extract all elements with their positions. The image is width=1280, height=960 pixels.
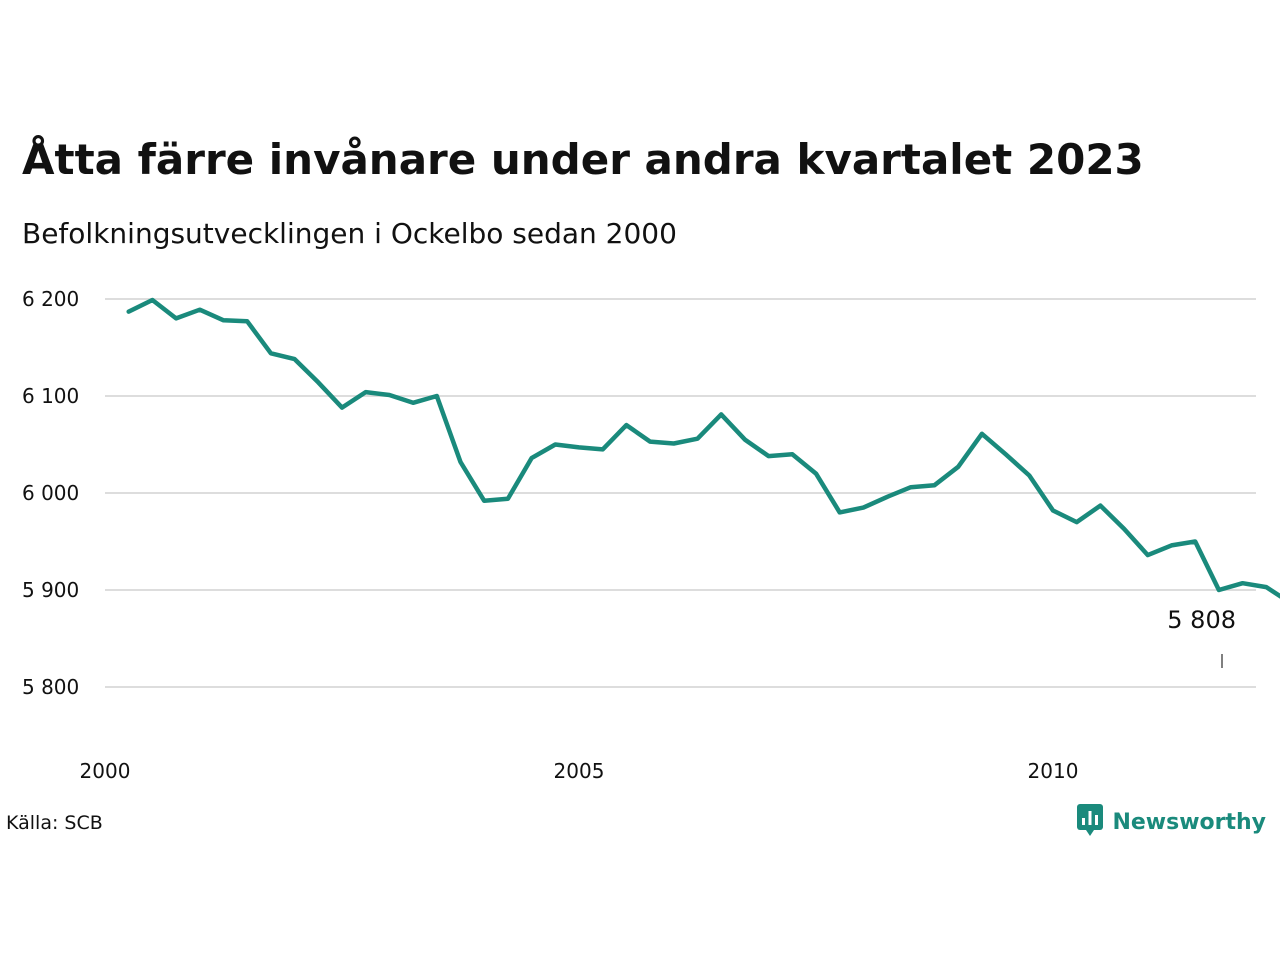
annotation-layer: 5 808 [1167,606,1236,668]
y-tick-label: 6 200 [22,287,79,311]
chart-subtitle: Befolkningsutvecklingen i Ockelbo sedan … [22,217,677,250]
y-tick-label: 5 800 [22,675,79,699]
y-tick-label: 6 100 [22,384,79,408]
x-axis-tick-labels: 20002005201020152020 [80,759,1079,783]
y-tick-label: 6 000 [22,481,79,505]
series-line [126,297,1280,599]
brand-name: Newsworthy [1112,809,1266,835]
series-layer [126,297,1280,599]
x-tick-label: 2000 [80,759,131,783]
x-tick-label: 2010 [1028,759,1079,783]
x-tick-label: 2005 [554,759,605,783]
source-note: Källa: SCB [6,812,103,834]
y-tick-label: 5 900 [22,578,79,602]
newsworthy-logo-icon [1076,803,1104,841]
end-value-label: 5 808 [1167,606,1236,634]
gridlines [105,298,1256,688]
y-axis-tick-labels: 5 800 5 900 6 000 6 100 6 200 [22,287,79,699]
chart-title: Åtta färre invånare under andra kvartale… [22,135,1144,184]
brand-logo[interactable]: Newsworthy [1076,803,1266,841]
